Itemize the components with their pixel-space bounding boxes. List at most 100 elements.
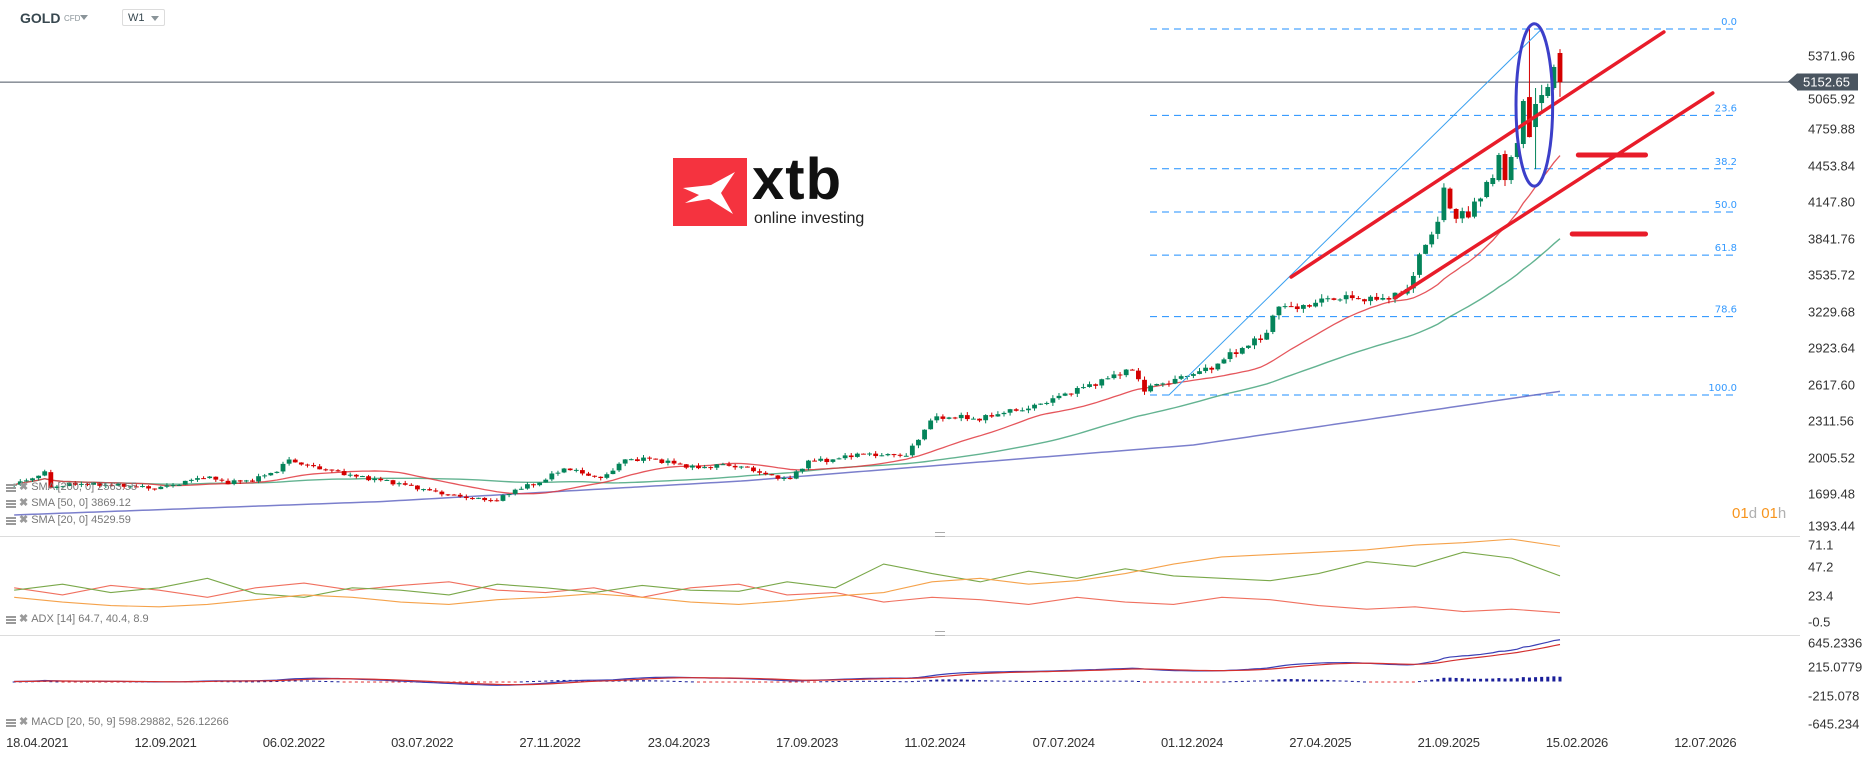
candle-body xyxy=(873,453,879,457)
macd-histogram-bar xyxy=(495,681,499,683)
macd-histogram-bar xyxy=(1466,678,1470,682)
macd-histogram-bar xyxy=(330,681,334,683)
candle-body xyxy=(1435,221,1441,234)
candle-body xyxy=(451,494,457,496)
price-axis-label: 4759.88 xyxy=(1808,121,1855,137)
candle-body xyxy=(408,484,414,486)
macd-histogram-bar xyxy=(1161,681,1165,683)
macd-histogram-bar xyxy=(1350,680,1354,682)
candle-body xyxy=(1215,363,1221,370)
candle-body xyxy=(757,471,762,473)
macd-histogram-bar xyxy=(1399,681,1403,683)
macd-histogram-bar xyxy=(513,681,517,683)
close-icon[interactable]: ✖ xyxy=(19,514,29,526)
candle-body xyxy=(60,486,66,488)
close-icon[interactable]: ✖ xyxy=(19,613,29,625)
price-axis-label: 1699.48 xyxy=(1808,486,1855,502)
candle-body xyxy=(1221,359,1227,364)
candle-body xyxy=(555,472,561,474)
candle-body xyxy=(714,464,720,468)
fib-level-label: 50.0 xyxy=(1715,200,1737,211)
macd-histogram-bar xyxy=(1228,681,1232,683)
symbol-name[interactable]: GOLD xyxy=(20,10,61,26)
close-icon[interactable]: ✖ xyxy=(19,716,29,728)
settings-icon[interactable] xyxy=(6,718,16,727)
macd-histogram-bar xyxy=(1051,680,1055,682)
close-icon[interactable]: ✖ xyxy=(19,481,29,493)
macd-histogram-bar xyxy=(635,680,639,682)
candle-body xyxy=(390,480,396,485)
candle-body xyxy=(48,472,54,489)
macd-histogram-bar xyxy=(696,681,700,683)
macd-histogram-bar xyxy=(660,680,664,682)
candle-body xyxy=(586,473,591,476)
candle-body xyxy=(531,484,536,486)
candle-body xyxy=(1142,379,1147,392)
macd-histogram-bar xyxy=(550,680,554,682)
logo-tagline: online investing xyxy=(754,210,865,227)
macd-histogram-bar xyxy=(806,681,810,683)
candle-body xyxy=(647,457,653,459)
macd-axis-label: -645.234 xyxy=(1808,716,1860,732)
candle-body xyxy=(372,478,378,481)
macd-histogram-bar xyxy=(1253,680,1256,682)
macd-histogram-bar xyxy=(1326,679,1330,682)
settings-icon[interactable] xyxy=(6,615,16,624)
settings-icon[interactable] xyxy=(6,516,16,525)
macd-histogram-bar xyxy=(1081,680,1085,682)
legend-sma200-text: SMA [200, 0] 2563.55 xyxy=(31,481,138,493)
price-axis-label: 4453.84 xyxy=(1808,158,1855,174)
timeframe-select[interactable]: W1 xyxy=(122,9,165,26)
date-axis-label: 27.04.2025 xyxy=(1289,735,1352,750)
candle-body xyxy=(1545,87,1551,96)
candle-body xyxy=(1264,332,1270,340)
adx-axis-label: 71.1 xyxy=(1808,537,1834,553)
panel-divider[interactable] xyxy=(0,635,1800,636)
macd-histogram-bar xyxy=(1491,678,1495,682)
candle-body xyxy=(1136,370,1141,380)
candle-body xyxy=(1111,374,1117,379)
candle-body xyxy=(262,475,268,477)
macd-histogram-bar xyxy=(1479,678,1483,682)
legend-sma50: ✖ SMA [50, 0] 3869.12 xyxy=(6,497,131,510)
candle-body xyxy=(946,417,952,419)
chevron-down-icon xyxy=(151,16,159,21)
candle-body xyxy=(195,478,200,480)
panel-resize-handle[interactable] xyxy=(935,631,945,636)
candle-body xyxy=(482,497,488,501)
candle-body xyxy=(1374,296,1380,300)
panel-resize-handle[interactable] xyxy=(935,532,945,537)
candle-body xyxy=(305,464,310,466)
macd-histogram-bar xyxy=(587,680,591,682)
candle-body xyxy=(671,460,677,464)
candle-body xyxy=(439,491,445,495)
candle-body xyxy=(1019,410,1025,412)
macd-histogram-bar xyxy=(397,681,401,683)
macd-histogram-bar xyxy=(1430,679,1434,682)
macd-histogram-bar xyxy=(67,681,71,683)
settings-icon[interactable] xyxy=(6,483,16,492)
candle-body xyxy=(1472,201,1477,217)
symbol-dropdown-icon[interactable] xyxy=(80,15,88,20)
candle-body xyxy=(158,486,164,490)
macd-histogram-bar xyxy=(745,681,749,683)
macd-histogram-bar xyxy=(360,681,364,683)
macd-histogram-bar xyxy=(1240,680,1244,682)
macd-histogram-bar xyxy=(861,680,865,682)
macd-histogram-bar xyxy=(617,680,621,682)
sma50-line xyxy=(13,238,1561,486)
candle-body xyxy=(164,485,170,487)
candle-body xyxy=(1288,306,1294,308)
macd-histogram-bar xyxy=(1204,681,1208,683)
panel-divider[interactable] xyxy=(0,536,1800,537)
macd-histogram-bar xyxy=(312,680,316,682)
close-icon[interactable]: ✖ xyxy=(19,497,29,509)
macd-histogram-bar xyxy=(898,681,902,683)
candle-body xyxy=(836,458,842,460)
candle-body xyxy=(1441,187,1447,221)
date-axis-label: 12.07.2026 xyxy=(1674,735,1737,750)
candle-body xyxy=(634,459,640,462)
settings-icon[interactable] xyxy=(6,499,16,508)
candle-body xyxy=(415,485,420,490)
